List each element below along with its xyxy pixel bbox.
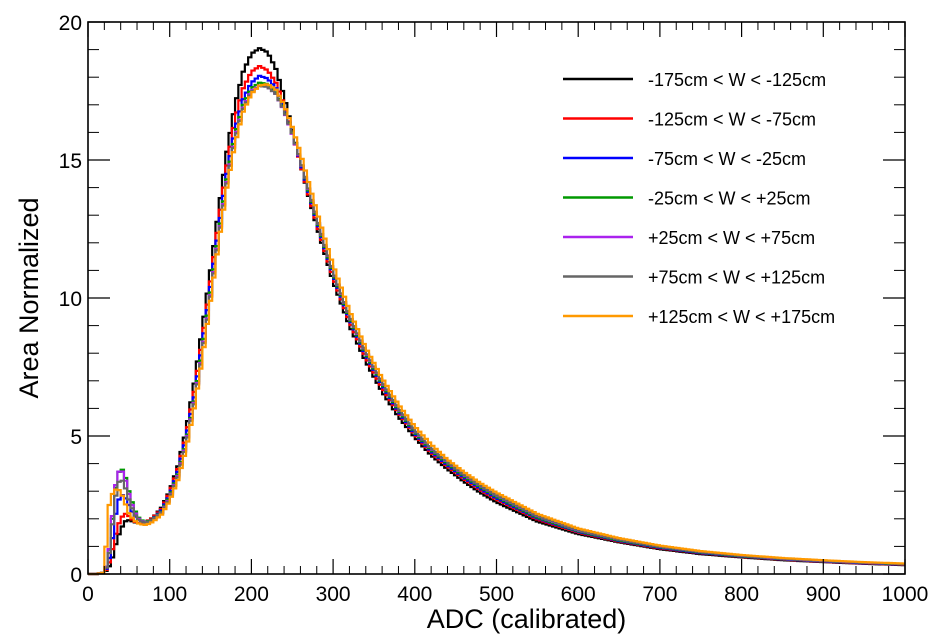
ticks-layer: [87, 21, 906, 575]
x-tick-label: 100: [152, 583, 187, 606]
tick-labels: 0 100 200 300 400 500 600 700 800 900 1000 0 5 10 15 20: [59, 12, 929, 606]
x-tick-label: 800: [724, 583, 759, 606]
legend-label-6: +75cm < W < +125cm: [648, 268, 825, 288]
x-tick-label: 900: [806, 583, 841, 606]
y-tick-label: 5: [70, 426, 82, 449]
y-tick-label: 0: [70, 564, 82, 587]
legend: -175cm < W < -125cm -125cm < W < -75cm -75…: [563, 70, 835, 327]
y-tick-label: 15: [59, 150, 82, 173]
legend-label-1: -175cm < W < -125cm: [648, 70, 826, 90]
x-axis-title: ADC (calibrated): [427, 604, 627, 634]
y-tick-label: 10: [59, 288, 82, 311]
y-axis-title: Area Normalized: [14, 197, 44, 398]
x-tick-label: 500: [479, 583, 514, 606]
x-tick-label: 1000: [882, 583, 929, 606]
y-tick-label: 20: [59, 12, 82, 35]
series-layer: [88, 47, 905, 576]
x-tick-label: 200: [234, 583, 269, 606]
x-tick-label: 400: [397, 583, 432, 606]
legend-label-2: -125cm < W < -75cm: [648, 110, 816, 130]
legend-label-4: -25cm < W < +25cm: [648, 189, 811, 209]
legend-label-3: -75cm < W < -25cm: [648, 149, 806, 169]
series-line-7: [88, 83, 905, 576]
x-tick-label: 600: [561, 583, 596, 606]
x-tick-label: 0: [82, 583, 94, 606]
legend-label-5: +25cm < W < +75cm: [648, 228, 815, 248]
x-tick-label: 300: [316, 583, 351, 606]
legend-label-7: +125cm < W < +175cm: [648, 307, 835, 327]
x-tick-label: 700: [642, 583, 677, 606]
